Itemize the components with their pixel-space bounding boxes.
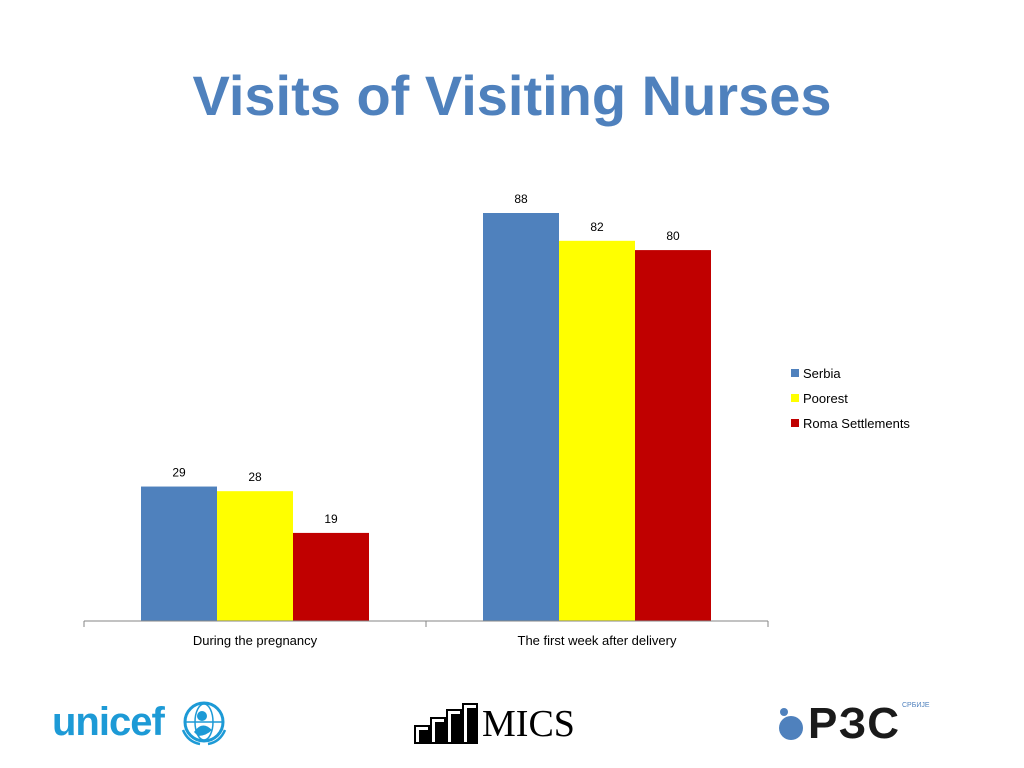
bar-poorest-2 [559,240,635,621]
data-label: 29 [172,466,186,480]
mics-logo: MICS [414,702,584,748]
bar-serbia-2 [483,213,559,621]
bar-roma-settlements-2 [635,250,711,621]
slide-title: Visits of Visiting Nurses [192,64,832,127]
bar-chart: 29 28 19 88 82 80 During the pregnancy The fir… [83,192,910,648]
rzs-logo: РЗС СРБИЈЕ [772,700,937,750]
unicef-emblem-icon [181,701,227,746]
legend-swatch [791,394,799,402]
unicef-wordmark: unicef [52,700,165,744]
data-label: 80 [666,229,680,243]
mics-wordmark: MICS [482,703,575,745]
bar-serbia-1 [141,486,217,621]
rzs-dot-icon [779,708,803,740]
legend-swatch [791,419,799,427]
data-label: 82 [590,220,604,234]
rzs-subtitle: СРБИЈЕ [902,702,930,709]
category-label: During the pregnancy [193,633,318,648]
data-label: 28 [248,470,262,484]
rzs-wordmark: РЗС [808,699,902,748]
legend-label: Roma Settlements [803,416,910,431]
bar-roma-settlements-1 [293,532,369,621]
data-label: 19 [324,512,338,526]
legend-label: Serbia [803,366,841,381]
legend-swatch [791,369,799,377]
category-label: The first week after delivery [518,633,677,648]
unicef-logo: unicef [52,698,232,748]
mics-bars-icon [414,703,478,744]
legend-label: Poorest [803,391,848,406]
bar-poorest-1 [217,491,293,621]
data-label: 88 [514,192,528,206]
